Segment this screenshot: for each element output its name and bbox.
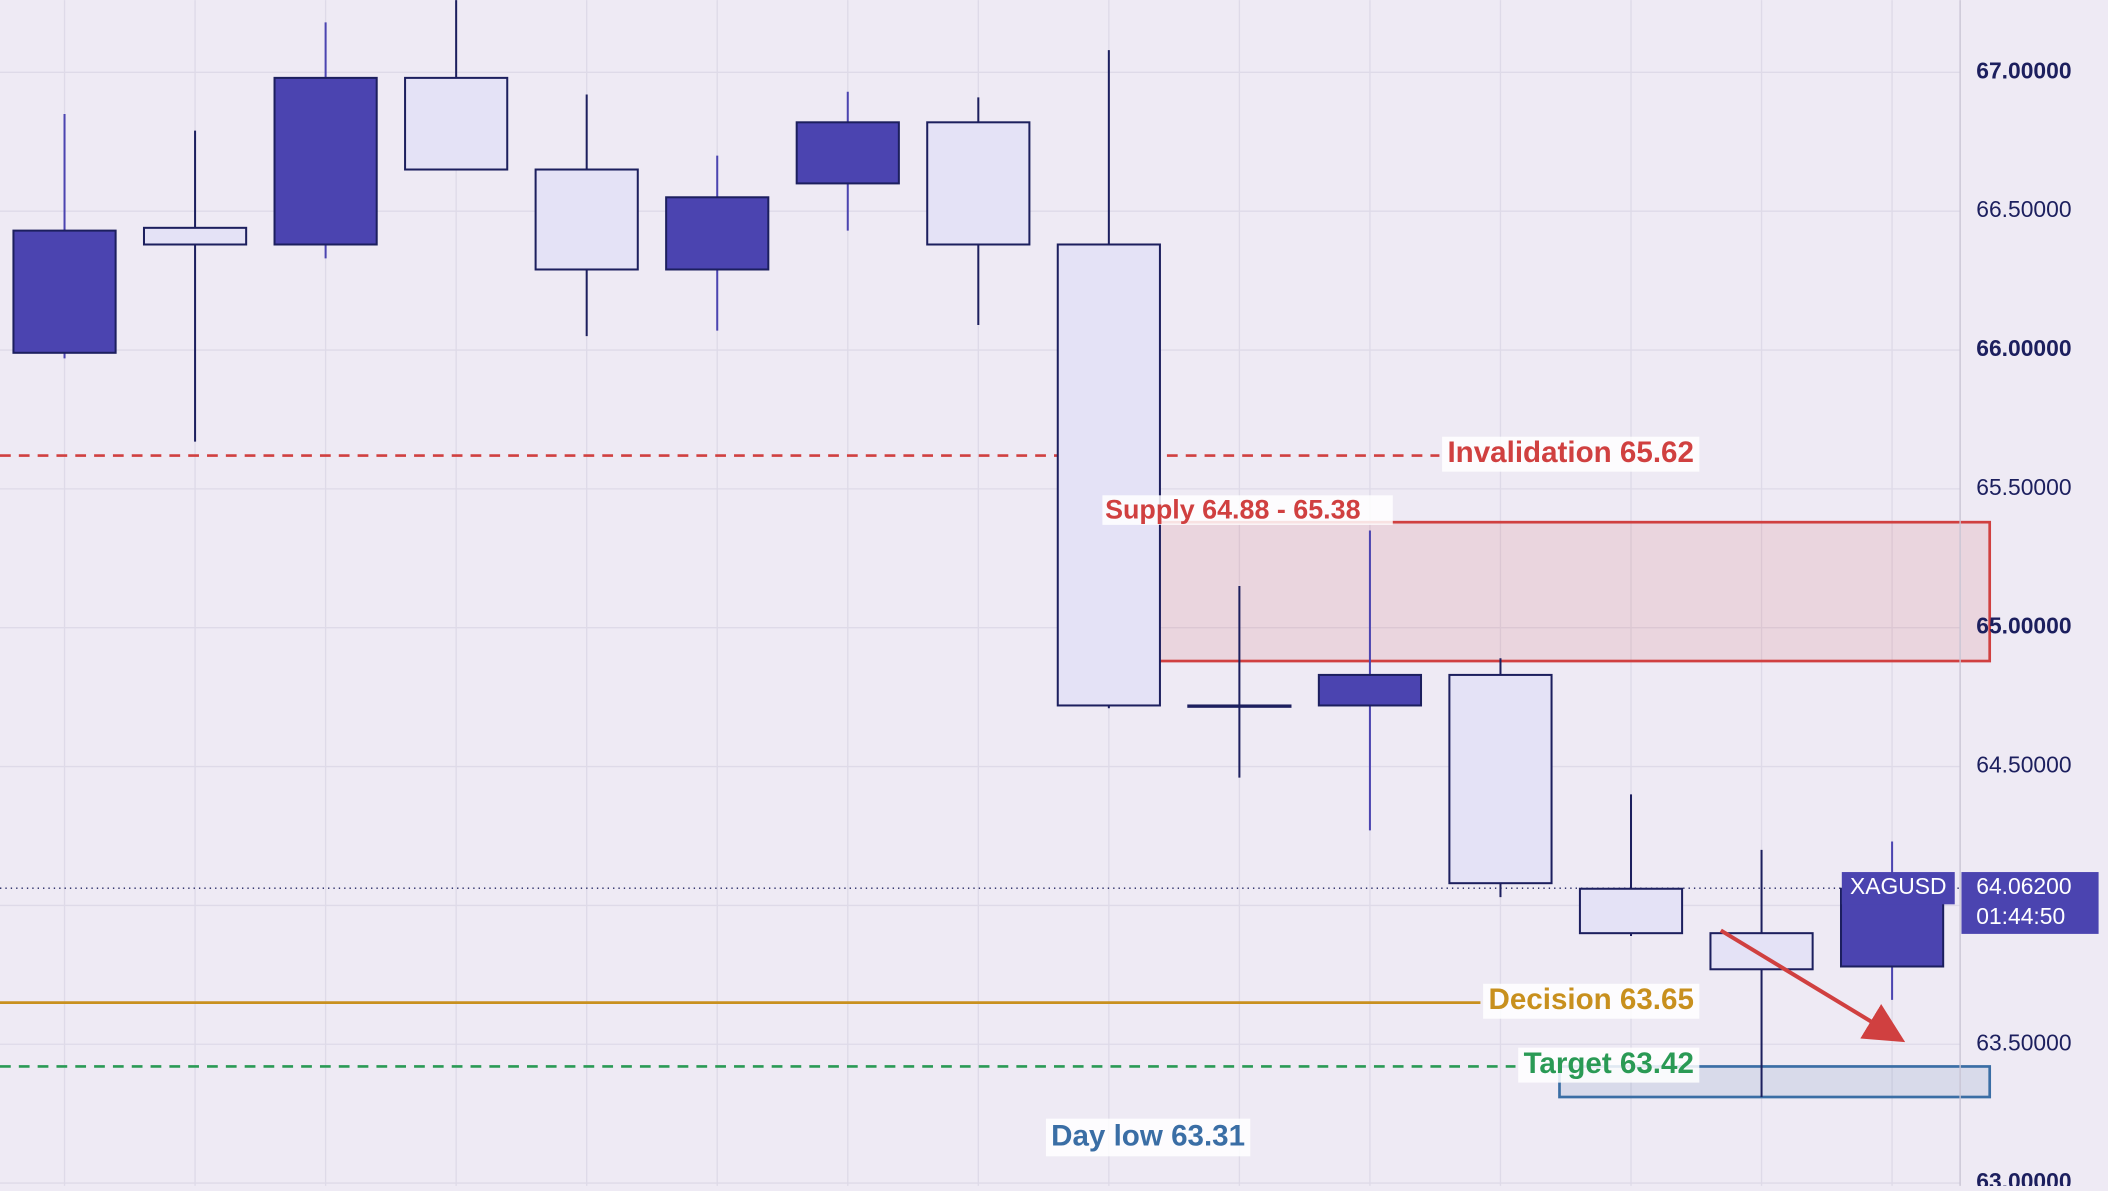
candle-body <box>534 168 639 271</box>
candle-body <box>404 76 509 171</box>
label-bg <box>1483 983 1700 1019</box>
level-label: Decision 63.65 <box>1489 983 1694 1016</box>
y-tick-label: 64.50000 <box>1976 752 2071 778</box>
y-tick-label: 66.00000 <box>1976 335 2071 361</box>
y-tick-label: 65.50000 <box>1976 474 2071 500</box>
countdown-label: 01:44:50 <box>1976 903 2065 929</box>
zone-label: Supply 64.88 - 65.38 <box>1105 495 1360 525</box>
y-tick-label: 67.00000 <box>1976 57 2071 83</box>
level-label: Target 63.42 <box>1524 1047 1694 1080</box>
symbol-label: XAGUSD <box>1850 873 1946 899</box>
y-tick-label: 63.50000 <box>1976 1029 2071 1055</box>
y-tick-label: 65.00000 <box>1976 613 2071 639</box>
candle-body <box>142 226 248 246</box>
candle-body <box>12 229 117 354</box>
candle-body <box>1187 704 1292 708</box>
candle-body <box>273 76 378 246</box>
candle-body <box>1709 932 1814 971</box>
candle-body <box>795 121 900 185</box>
price-box <box>1961 872 2099 934</box>
level-label: Invalidation 65.62 <box>1447 436 1693 469</box>
candle-body <box>1578 887 1684 935</box>
y-tick-label: 63.00000 <box>1976 1168 2071 1186</box>
price-label: 64.06200 <box>1976 873 2071 899</box>
label-bg <box>1102 495 1393 525</box>
candle-body <box>926 121 1031 246</box>
label-bg <box>1045 1118 1251 1157</box>
candle-body <box>665 196 770 271</box>
y-tick-label: 66.50000 <box>1976 196 2071 222</box>
direction-arrow <box>1719 928 1906 1043</box>
candle-body <box>1448 673 1553 885</box>
symbol-box <box>1841 872 1955 905</box>
zone <box>1098 520 1992 663</box>
candle-body <box>1317 673 1423 707</box>
candle-body <box>1056 243 1161 707</box>
label-bg <box>1518 1047 1700 1083</box>
day-low-label: Day low 63.31 <box>1051 1119 1245 1152</box>
label-bg <box>1442 436 1700 472</box>
